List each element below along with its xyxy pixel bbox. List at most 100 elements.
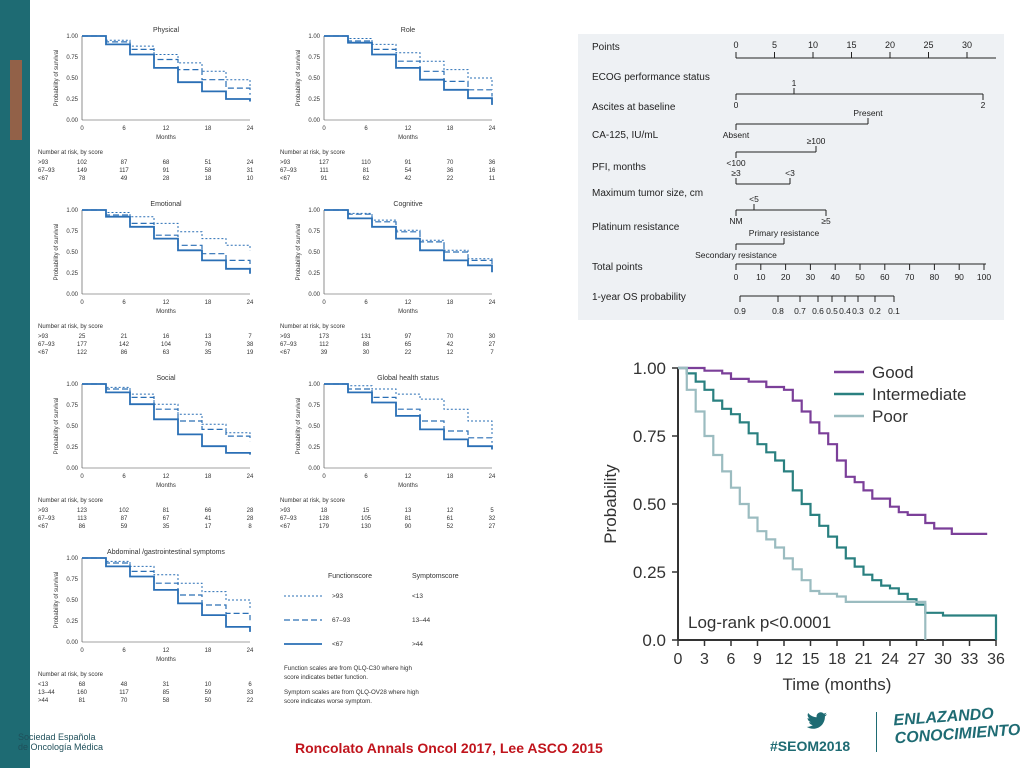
panel-title: Physical	[153, 27, 180, 34]
twitter-bird-icon	[806, 712, 827, 729]
panel-title: Role	[401, 27, 416, 34]
y-tick-label: 0.75	[66, 577, 78, 583]
os-tick-label: 0.8	[772, 306, 784, 316]
qol-panel-6: Global health status 1.00 0.75 0.50 0.25 0.00…	[280, 375, 496, 530]
risk-cell: 7	[490, 350, 494, 356]
km-annotation: Log-rank p<0.0001	[688, 613, 831, 632]
x-tick-label: 24	[247, 300, 254, 306]
km-survival-chart: 0.0 0.25 0.50 0.75 1.00 0 3 6 9 12 15 18 21 24 27 30 33 3…	[574, 350, 1022, 706]
risk-cell: 70	[121, 698, 128, 704]
x-axis-label: Months	[156, 309, 176, 315]
risk-cell: 13	[405, 508, 412, 514]
y-tick-label: 0.00	[66, 292, 78, 298]
y-tick-label: 1.00	[66, 382, 78, 388]
x-tick-label: 24	[247, 126, 254, 132]
risk-cell: 62	[363, 176, 370, 182]
y-tick-label: 0.50	[66, 76, 78, 82]
x-tick-label: 0	[322, 126, 326, 132]
km-series-good	[678, 366, 988, 535]
qol-panel-1: Physical 1.00 0.75 0.50 0.25 0.000 6 12 18 24 Mont…	[38, 27, 254, 182]
risk-cell: 117	[119, 168, 129, 174]
km-x-axis-label: Time (months)	[783, 675, 892, 694]
risk-cell: 102	[119, 508, 130, 514]
risk-header: Number at risk, by score	[38, 150, 104, 156]
legend-note-1: score indicates better function.	[284, 674, 368, 681]
risk-cell: 88	[363, 342, 370, 348]
y-tick-label: 0.00	[66, 466, 78, 472]
survival-curve-3	[82, 557, 251, 632]
risk-cell: 67	[163, 516, 170, 522]
hashtag: #SEOM2018	[770, 738, 851, 754]
total-tick-label: 20	[781, 272, 791, 282]
survival-curve-1	[82, 209, 251, 251]
risk-cell: 68	[79, 682, 86, 688]
risk-cell: 67–93	[38, 342, 55, 348]
x-tick-label: 6	[122, 126, 126, 132]
risk-cell: 27	[489, 342, 496, 348]
points-label: Points	[592, 42, 620, 53]
variable-label-5: Maximum tumor size, cm	[592, 188, 703, 199]
risk-cell: 11	[489, 176, 496, 182]
risk-cell: 67–93	[38, 516, 55, 522]
total-tick-label: 10	[756, 272, 766, 282]
total-tick-label: 100	[977, 272, 991, 282]
survival-curve-3	[82, 209, 251, 274]
variable-tick-label: <100	[726, 158, 745, 168]
risk-cell: 10	[247, 176, 254, 182]
km-legend-label-intermediate: Intermediate	[872, 385, 967, 404]
x-tick-label: 12	[163, 300, 170, 306]
risk-cell: 179	[319, 524, 330, 530]
risk-cell: 160	[77, 690, 88, 696]
risk-cell: 49	[121, 176, 128, 182]
km-x-tick-label: 30	[934, 651, 952, 668]
survival-curve-2	[324, 35, 493, 97]
total-tick-label: 80	[930, 272, 940, 282]
risk-cell: 52	[447, 524, 454, 530]
risk-cell: 123	[77, 508, 88, 514]
risk-cell: 18	[205, 176, 212, 182]
x-tick-label: 12	[405, 126, 412, 132]
risk-cell: 33	[247, 690, 254, 696]
total-tick-label: 70	[905, 272, 915, 282]
risk-cell: 42	[447, 342, 454, 348]
x-tick-label: 12	[163, 126, 170, 132]
risk-cell: 39	[321, 350, 328, 356]
qol-panel-4: Cognitive 1.00 0.75 0.50 0.25 0.000 6 12 18 24 Mon…	[280, 201, 496, 356]
y-tick-label: 0.50	[66, 250, 78, 256]
risk-cell: 28	[247, 508, 254, 514]
risk-cell: 8	[248, 524, 252, 530]
y-tick-label: 0.25	[66, 97, 78, 103]
risk-cell: 19	[247, 350, 254, 356]
y-tick-label: 0.75	[308, 55, 320, 61]
risk-cell: 22	[247, 698, 254, 704]
risk-cell: 10	[205, 682, 212, 688]
risk-cell: >93	[280, 160, 291, 166]
risk-cell: 86	[121, 350, 128, 356]
nomogram-figure: Points 0 5 10 15 20 25 30 ECOG performance statu…	[578, 34, 1004, 320]
legend-note-2: Symptom scales are from QLQ-OV28 where h…	[284, 689, 419, 696]
risk-cell: 7	[248, 334, 252, 340]
risk-cell: 105	[361, 516, 372, 522]
km-y-tick-label: 0.0	[642, 631, 666, 650]
x-tick-label: 6	[364, 300, 368, 306]
y-axis-label: Probability of survival	[296, 398, 302, 455]
risk-cell: 58	[163, 698, 170, 704]
risk-cell: 127	[319, 160, 330, 166]
risk-cell: 104	[161, 342, 172, 348]
risk-cell: 91	[321, 176, 328, 182]
y-tick-label: 0.00	[66, 640, 78, 646]
points-tick-label: 30	[962, 40, 972, 50]
risk-cell: 102	[77, 160, 88, 166]
risk-cell: >93	[280, 508, 291, 514]
risk-cell: <67	[38, 524, 49, 530]
risk-cell: 61	[447, 516, 454, 522]
x-axis-label: Months	[156, 483, 176, 489]
risk-cell: 51	[205, 160, 212, 166]
risk-cell: 35	[205, 350, 212, 356]
x-tick-label: 12	[163, 474, 170, 480]
risk-cell: 67–93	[280, 168, 297, 174]
risk-cell: 63	[163, 350, 170, 356]
risk-cell: 59	[121, 524, 128, 530]
risk-cell: 85	[163, 690, 170, 696]
variable-tick-label: NM	[729, 216, 742, 226]
